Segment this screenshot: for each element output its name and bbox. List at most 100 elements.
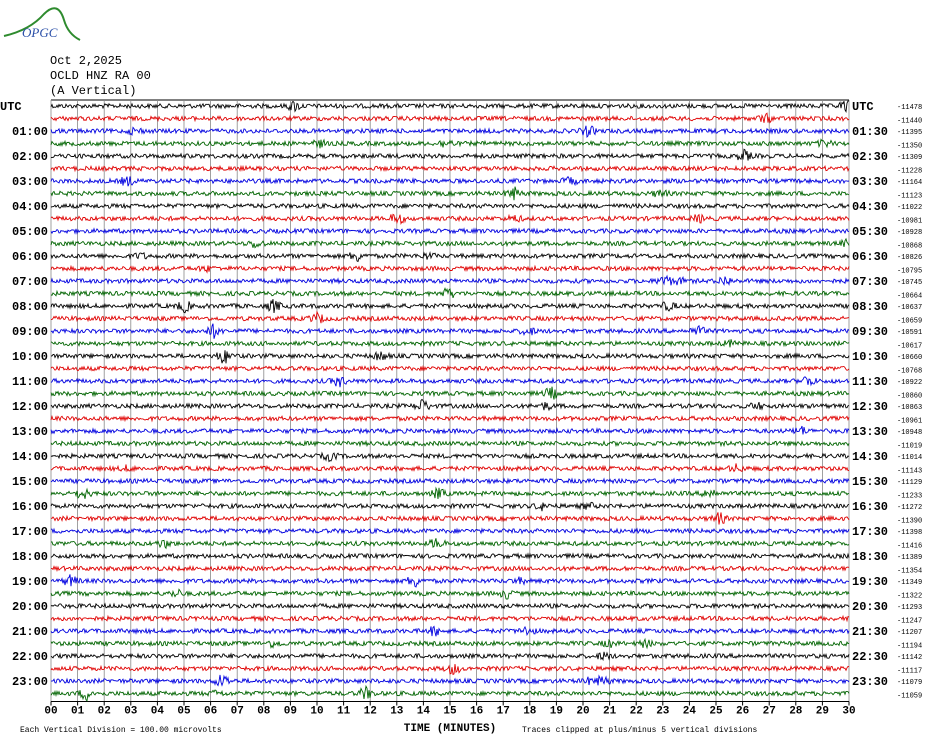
right-time-label: 18:30 xyxy=(852,550,888,564)
trace xyxy=(50,439,850,448)
trace xyxy=(50,477,850,485)
trace xyxy=(50,251,850,263)
row-value: -10664 xyxy=(897,292,922,300)
row-value: -10660 xyxy=(897,354,922,362)
row-value: -10637 xyxy=(897,304,922,312)
left-time-label: 23:00 xyxy=(12,675,48,689)
trace xyxy=(50,186,850,201)
x-tick-label: 06 xyxy=(204,705,217,717)
x-tick-label: 15 xyxy=(443,705,457,717)
trace xyxy=(50,463,850,473)
trace xyxy=(50,625,850,637)
row-value: -10863 xyxy=(897,404,922,412)
row-value: -11247 xyxy=(897,617,922,625)
trace xyxy=(50,588,850,600)
row-value: -10795 xyxy=(897,267,922,275)
right-time-label: 22:30 xyxy=(852,650,888,664)
left-time-label: 17:00 xyxy=(12,525,48,539)
row-value: -11059 xyxy=(897,692,922,700)
x-tick-label: 28 xyxy=(789,705,803,717)
row-value: -11349 xyxy=(897,579,922,587)
row-value: -11350 xyxy=(897,142,922,150)
trace xyxy=(50,175,850,187)
right-time-label: 09:30 xyxy=(852,325,888,339)
trace xyxy=(50,125,850,139)
row-value: -11014 xyxy=(897,454,922,462)
row-value: -10745 xyxy=(897,279,922,287)
logo-text: OPGC xyxy=(22,25,58,40)
row-value: -11440 xyxy=(897,117,922,125)
trace xyxy=(50,651,850,662)
x-tick-label: 18 xyxy=(523,705,537,717)
trace xyxy=(50,237,850,249)
trace xyxy=(50,299,850,314)
row-value: -11022 xyxy=(897,204,922,212)
left-time-label: 05:00 xyxy=(12,225,48,239)
left-time-label: UTC xyxy=(0,100,22,114)
right-time-label: 23:30 xyxy=(852,675,888,689)
row-value: -10961 xyxy=(897,417,922,425)
right-time-label: 21:30 xyxy=(852,625,888,639)
row-value: -11233 xyxy=(897,492,922,500)
right-time-label: 15:30 xyxy=(852,475,888,489)
x-tick-label: 29 xyxy=(816,705,829,717)
trace xyxy=(50,164,850,173)
left-time-label: 16:00 xyxy=(12,500,48,514)
row-value: -11164 xyxy=(897,179,922,187)
row-value: -11389 xyxy=(897,554,922,562)
row-value: -10922 xyxy=(897,379,922,387)
row-value: -10868 xyxy=(897,242,922,250)
trace xyxy=(50,339,850,348)
row-value: -10768 xyxy=(897,367,922,375)
x-tick-label: 10 xyxy=(310,705,323,717)
trace xyxy=(50,350,850,364)
left-time-label: 14:00 xyxy=(12,450,48,464)
traces xyxy=(50,100,850,702)
row-value: -11416 xyxy=(897,542,922,550)
row-value: -11478 xyxy=(897,104,922,112)
trace xyxy=(50,112,850,124)
right-time-label: 12:30 xyxy=(852,400,888,414)
trace xyxy=(50,552,850,560)
left-time-label: 12:00 xyxy=(12,400,48,414)
trace xyxy=(50,287,850,299)
right-time-label: 02:30 xyxy=(852,150,888,164)
left-time-label: 20:00 xyxy=(12,600,48,614)
trace xyxy=(50,274,850,287)
trace xyxy=(50,386,850,400)
left-time-label: 18:00 xyxy=(12,550,48,564)
right-time-label: 16:30 xyxy=(852,500,888,514)
right-time-label: 08:30 xyxy=(852,300,888,314)
left-time-label: 10:00 xyxy=(12,350,48,364)
row-value: -11322 xyxy=(897,592,922,600)
row-value: -11123 xyxy=(897,192,922,200)
row-value: -10591 xyxy=(897,329,922,337)
trace xyxy=(50,227,849,235)
row-value: -10928 xyxy=(897,229,922,237)
trace xyxy=(50,323,850,339)
station: OCLD HNZ RA 00 xyxy=(50,69,151,83)
x-tick-label: 08 xyxy=(257,705,271,717)
trace xyxy=(50,574,850,588)
component: (A Vertical) xyxy=(50,84,136,98)
x-tick-label: 19 xyxy=(550,705,563,717)
row-value: -11079 xyxy=(897,679,922,687)
right-time-label: 17:30 xyxy=(852,525,888,539)
x-tick-label: 20 xyxy=(576,705,589,717)
trace xyxy=(50,602,850,610)
x-title: TIME (MINUTES) xyxy=(404,723,496,735)
trace xyxy=(50,663,850,676)
trace xyxy=(50,100,850,113)
trace xyxy=(50,684,850,702)
row-value: -11395 xyxy=(897,129,922,137)
row-value: -11309 xyxy=(897,154,922,162)
left-time-label: 21:00 xyxy=(12,625,48,639)
trace xyxy=(50,637,850,650)
left-time-label: 19:00 xyxy=(12,575,48,589)
left-time-label: 01:00 xyxy=(12,125,48,139)
left-time-label: 11:00 xyxy=(12,375,48,389)
right-time-label: 05:30 xyxy=(852,225,888,239)
right-time-label: 14:30 xyxy=(852,450,888,464)
x-tick-label: 16 xyxy=(470,705,483,717)
